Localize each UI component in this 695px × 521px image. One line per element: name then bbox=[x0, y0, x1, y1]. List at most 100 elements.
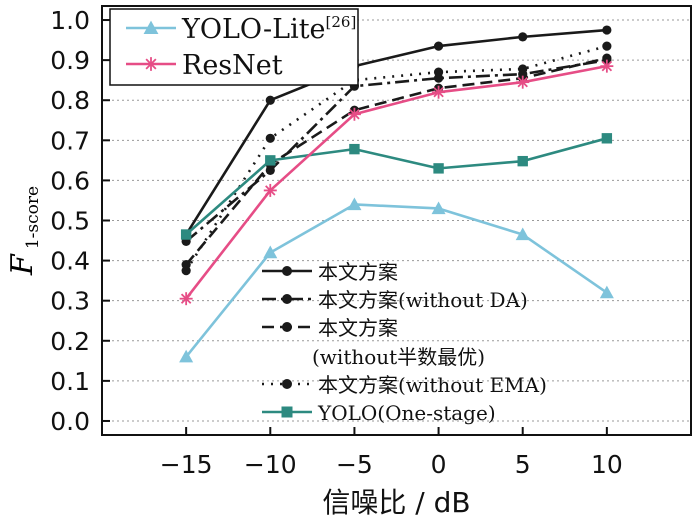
legend-entry-resnet: ResNet bbox=[126, 50, 283, 81]
y-tick-label: 0.0 bbox=[50, 407, 90, 436]
y-tick-label: 0.3 bbox=[50, 287, 90, 316]
data-point bbox=[347, 107, 361, 121]
legend-label: 本文方案 (without半数最优) bbox=[312, 316, 485, 369]
data-point bbox=[431, 201, 446, 215]
series-line bbox=[185, 58, 608, 243]
legend-label-citation: [26] bbox=[326, 13, 357, 31]
legend-entry-yolo-one-stage-5: YOLO(One-stage) bbox=[262, 401, 496, 425]
data-point bbox=[515, 227, 530, 241]
data-point bbox=[518, 64, 528, 74]
data-point bbox=[265, 155, 276, 166]
y-axis-label-main: F bbox=[5, 253, 40, 276]
legend-swatch-marker-stroke bbox=[145, 58, 157, 70]
legend-label: ResNet bbox=[182, 50, 283, 81]
series-line bbox=[185, 64, 608, 300]
x-tick-label: −15 bbox=[160, 450, 213, 479]
data-point-stroke bbox=[601, 60, 613, 72]
data-point-stroke bbox=[180, 293, 192, 304]
legend-label-line: (without半数最优) bbox=[312, 345, 485, 369]
data-point bbox=[263, 183, 277, 197]
legend-swatch-marker bbox=[143, 20, 159, 34]
y-tick-label: 0.4 bbox=[50, 247, 90, 276]
data-point-stroke bbox=[349, 109, 360, 120]
data-point bbox=[517, 155, 528, 167]
y-tick-label: 0.1 bbox=[50, 367, 90, 396]
series-line bbox=[185, 44, 608, 272]
data-point bbox=[347, 197, 362, 211]
y-tick-label: 0.6 bbox=[50, 166, 90, 195]
series-3 bbox=[181, 53, 612, 270]
legend-swatch-marker bbox=[282, 294, 292, 304]
data-point bbox=[518, 32, 528, 42]
legend-swatch-marker bbox=[282, 266, 292, 276]
legend-top: YOLO-Lite[26] ResNet bbox=[109, 8, 359, 86]
x-tick-label: 5 bbox=[515, 450, 531, 479]
x-axis-label: 信噪比 / dB bbox=[322, 486, 470, 519]
legend-entry-without-da-2: 本文方案(without DA) bbox=[262, 288, 528, 312]
data-point bbox=[349, 143, 360, 155]
legend-swatch-marker bbox=[281, 406, 293, 418]
legend-entry-without-3: 本文方案 (without半数最优) bbox=[262, 316, 485, 369]
gridlines bbox=[102, 19, 691, 422]
data-point bbox=[600, 59, 614, 73]
data-point bbox=[179, 349, 194, 363]
data-point bbox=[179, 292, 193, 306]
data-point bbox=[516, 75, 530, 89]
legend-swatch-marker bbox=[144, 57, 158, 71]
legend-swatch-marker bbox=[282, 322, 292, 332]
data-point bbox=[602, 25, 612, 35]
y-tick-label: 1.0 bbox=[50, 6, 90, 35]
legend-entry-without-ema-4: 本文方案(without EMA) bbox=[262, 373, 547, 397]
data-point bbox=[181, 266, 191, 276]
series-5 bbox=[180, 133, 613, 240]
legend-label: YOLO(One-stage) bbox=[317, 401, 496, 425]
series-7 bbox=[179, 59, 614, 306]
data-point bbox=[180, 229, 192, 240]
x-tick-label: −10 bbox=[244, 450, 297, 479]
axis-ticks bbox=[102, 19, 608, 435]
legend-entry-yolo-lite: YOLO-Lite[26] bbox=[126, 13, 356, 45]
data-point-stroke bbox=[265, 185, 276, 196]
y-axis-label-sub: 1-score bbox=[23, 186, 43, 249]
data-point bbox=[263, 245, 278, 259]
y-tick-label: 0.9 bbox=[50, 46, 90, 75]
y-tick-label: 0.8 bbox=[50, 86, 90, 115]
legend-label-name: ResNet bbox=[182, 50, 283, 81]
data-point bbox=[432, 85, 446, 99]
legend-label: 本文方案(without DA) bbox=[318, 288, 528, 312]
data-point bbox=[433, 41, 444, 51]
data-point bbox=[265, 95, 275, 105]
data-point bbox=[599, 285, 614, 299]
x-tick-label: 10 bbox=[591, 450, 623, 479]
data-point bbox=[602, 41, 612, 51]
legend-label: YOLO-Lite[26] bbox=[181, 13, 356, 45]
data-point bbox=[601, 133, 613, 144]
x-tick-label: 0 bbox=[431, 450, 447, 479]
y-tick-label: 0.5 bbox=[50, 207, 90, 236]
data-point bbox=[433, 67, 444, 77]
series-6 bbox=[179, 197, 614, 363]
series-layer bbox=[179, 25, 614, 363]
legend-label: 本文方案(without EMA) bbox=[318, 373, 547, 397]
series-line bbox=[185, 137, 608, 236]
legend-entry-s-1: 本文方案 bbox=[262, 260, 398, 284]
series-line bbox=[185, 28, 607, 236]
legend-label-line: 本文方案 bbox=[318, 316, 398, 340]
data-point-stroke bbox=[517, 76, 528, 88]
legend-label-name: YOLO-Lite bbox=[181, 14, 326, 45]
data-point bbox=[602, 53, 612, 63]
data-point-stroke bbox=[433, 86, 444, 98]
y-axis-label: F 1-score bbox=[5, 186, 43, 276]
legend-swatch-marker bbox=[282, 379, 292, 389]
series-line bbox=[185, 203, 608, 358]
y-tick-label: 0.7 bbox=[50, 126, 90, 155]
data-point bbox=[433, 163, 444, 174]
tick-labels: 0.0 0.1 0.2 0.3 0.4 0.5 0.6 0.7 0.8 0.9 1.0 −15 −10 −… bbox=[50, 6, 623, 479]
y-tick-label: 0.2 bbox=[50, 327, 90, 356]
series-line bbox=[185, 56, 608, 266]
data-point bbox=[265, 133, 275, 143]
x-tick-label: −5 bbox=[336, 450, 373, 479]
legend-label: 本文方案 bbox=[318, 260, 398, 284]
